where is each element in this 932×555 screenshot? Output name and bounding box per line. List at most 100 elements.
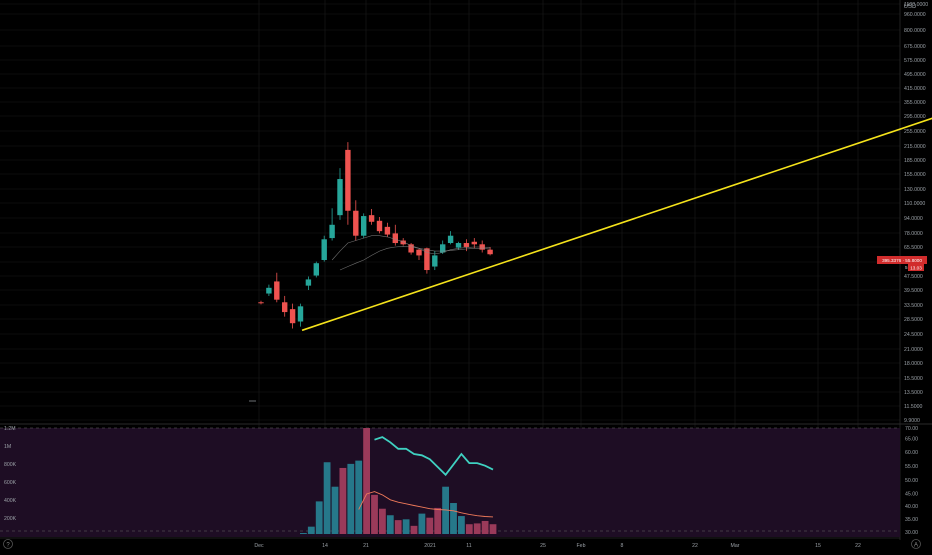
candle-body — [337, 179, 343, 216]
current-price-value: 395.3376 · 55.8000 — [882, 258, 922, 263]
rsi-tick-label: 50.00 — [905, 478, 918, 484]
countdown-tag — [908, 264, 924, 271]
countdown-value: 13.03 — [910, 266, 922, 271]
volume-tick-label: 1.2M — [4, 426, 16, 432]
price-tick-label: 960.0000 — [904, 12, 926, 18]
candle — [384, 222, 391, 237]
volume-bar — [418, 513, 426, 534]
volume-bar — [331, 486, 339, 534]
candle-body — [289, 309, 296, 324]
rsi-tick-label: 60.00 — [905, 450, 918, 456]
price-tick-label: 94.0000 — [904, 216, 923, 222]
candle — [274, 272, 280, 303]
candle — [313, 261, 319, 278]
candle-body — [361, 216, 367, 236]
candle-body — [321, 239, 327, 260]
time-tick-label: 25 — [540, 543, 546, 549]
price-tick-label: 21.0000 — [904, 347, 923, 353]
candle — [289, 303, 296, 329]
corner-right-glyph: A — [914, 543, 918, 549]
volume-bar — [465, 524, 473, 534]
time-tick-label: Feb — [577, 543, 586, 549]
candle-body — [400, 240, 406, 245]
price-tick-label: 1100.0000 — [904, 2, 928, 8]
price-tick-label: 675.0000 — [904, 44, 926, 50]
candle-body — [455, 243, 462, 248]
candle-body — [384, 226, 391, 235]
price-tick-label: 800.0000 — [904, 28, 926, 34]
candle-body — [266, 287, 272, 294]
price-tick-label: 355.0000 — [904, 100, 926, 106]
rsi-tick-label: 35.00 — [905, 517, 918, 523]
settings-corner-icon[interactable]: ? — [3, 539, 13, 549]
price-tick-label: 575.0000 — [904, 58, 926, 64]
candle-body — [416, 249, 422, 256]
candle — [440, 240, 446, 254]
price-tick-label: 33.5000 — [904, 303, 923, 309]
volume-tick-label: 1M — [4, 444, 11, 450]
price-tick-label: 415.0000 — [904, 86, 926, 92]
auto-scale-icon[interactable]: A — [911, 539, 921, 549]
candle-body — [408, 244, 414, 253]
candle-body — [274, 281, 280, 300]
candle — [345, 142, 351, 225]
volume-bar — [410, 525, 418, 534]
volume-bar — [315, 501, 323, 534]
price-tick-label: 18.0000 — [904, 361, 923, 367]
volume-tick-label: 400K — [4, 498, 17, 504]
rsi-background-band — [0, 428, 900, 537]
candle — [479, 240, 485, 253]
volume-bar — [450, 503, 457, 534]
volume-bar — [323, 462, 331, 534]
price-tick-label: 155.0000 — [904, 172, 926, 178]
candle — [258, 300, 264, 305]
candle-body — [432, 255, 438, 267]
candle — [408, 243, 414, 255]
rsi-line — [374, 436, 494, 477]
volume-bar — [434, 507, 442, 534]
candle-body — [471, 241, 477, 245]
price-tag-sign: 5 — [905, 265, 908, 270]
price-tick-label: 24.5000 — [904, 332, 923, 338]
ma-fast-line — [331, 235, 491, 261]
time-tick-label: 21 — [363, 543, 369, 549]
volume-ma-line — [358, 491, 494, 518]
candle — [416, 248, 422, 260]
volume-bar — [339, 467, 347, 534]
candle — [361, 213, 367, 239]
time-tick-label: 11 — [466, 543, 471, 549]
price-tick-label: 39.5000 — [904, 288, 923, 294]
price-tick-label: 15.5000 — [904, 376, 923, 382]
candle — [266, 284, 272, 296]
candle — [392, 224, 398, 246]
current-price-tag — [877, 256, 927, 264]
candle — [282, 295, 288, 317]
trendline[interactable] — [301, 100, 932, 332]
candle — [471, 238, 477, 249]
candle — [368, 209, 375, 225]
candle — [432, 251, 438, 271]
rsi-tick-label: 45.00 — [905, 492, 918, 498]
time-tick-label: 2021 — [424, 543, 436, 549]
time-tick-label: 22 — [855, 543, 861, 549]
corner-left-glyph: ? — [6, 543, 10, 549]
rsi-tick-label: 40.00 — [905, 504, 918, 510]
candle — [329, 208, 335, 241]
candle-body — [353, 210, 359, 236]
candle — [424, 247, 430, 274]
volume-tick-label: 800K — [4, 462, 17, 468]
candle-body — [440, 244, 446, 253]
candle-body — [345, 149, 351, 211]
price-tick-label: 255.0000 — [904, 129, 926, 135]
candle-body — [258, 302, 264, 304]
volume-bar — [347, 463, 355, 534]
price-tick-label: 495.0000 — [904, 72, 926, 78]
candle — [297, 303, 304, 327]
price-tick-label: 47.5000 — [904, 274, 923, 280]
time-tick-label: 15 — [815, 543, 821, 549]
candle — [321, 235, 327, 262]
candle — [337, 168, 343, 220]
time-tick-label: Dec — [254, 543, 264, 549]
